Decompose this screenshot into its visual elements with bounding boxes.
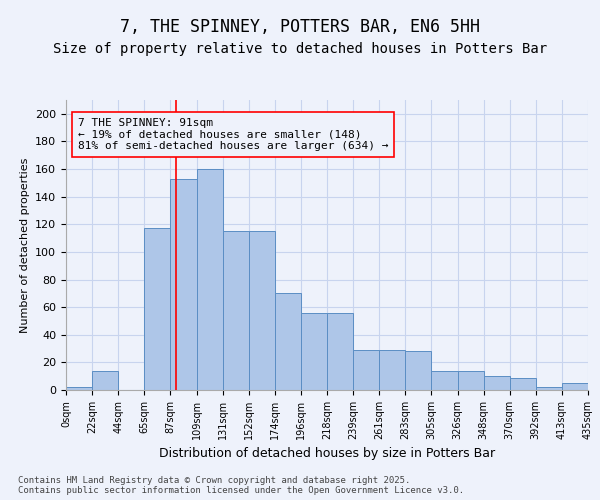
Bar <box>92 370 118 390</box>
Bar <box>353 350 379 390</box>
Y-axis label: Number of detached properties: Number of detached properties <box>20 158 29 332</box>
Bar <box>431 370 458 390</box>
Bar <box>66 387 92 390</box>
Bar <box>275 294 301 390</box>
Bar <box>484 376 510 390</box>
Bar <box>223 231 249 390</box>
Bar <box>197 169 223 390</box>
Bar <box>170 178 197 390</box>
Text: 7 THE SPINNEY: 91sqm
← 19% of detached houses are smaller (148)
81% of semi-deta: 7 THE SPINNEY: 91sqm ← 19% of detached h… <box>78 118 388 151</box>
Bar <box>249 231 275 390</box>
Bar <box>510 378 536 390</box>
Text: Contains HM Land Registry data © Crown copyright and database right 2025.
Contai: Contains HM Land Registry data © Crown c… <box>18 476 464 495</box>
Bar <box>406 352 431 390</box>
Bar <box>379 350 406 390</box>
Bar <box>458 370 484 390</box>
Bar <box>562 383 588 390</box>
Bar <box>145 228 170 390</box>
Bar <box>536 387 562 390</box>
Text: 7, THE SPINNEY, POTTERS BAR, EN6 5HH: 7, THE SPINNEY, POTTERS BAR, EN6 5HH <box>120 18 480 36</box>
X-axis label: Distribution of detached houses by size in Potters Bar: Distribution of detached houses by size … <box>159 448 495 460</box>
Bar <box>301 312 327 390</box>
Bar <box>327 312 353 390</box>
Text: Size of property relative to detached houses in Potters Bar: Size of property relative to detached ho… <box>53 42 547 56</box>
